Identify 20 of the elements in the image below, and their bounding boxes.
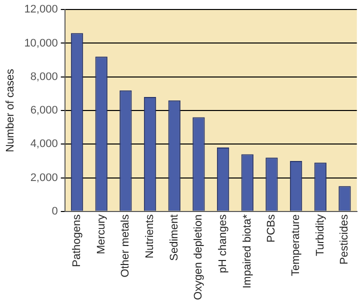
- x-tick-label: Other metals: [120, 214, 132, 278]
- x-tick-label: Pesticides: [338, 214, 351, 265]
- x-tick-label: Mercury: [95, 214, 108, 254]
- x-tick-label: Turbidity: [314, 214, 326, 256]
- y-axis-title: Number of cases: [4, 68, 17, 152]
- x-tick-label: Nutrients: [144, 214, 156, 258]
- y-tick-label: 6,000: [30, 104, 58, 117]
- x-tick-label: PCBs: [266, 214, 278, 243]
- x-tick-label: Pathogens: [71, 214, 84, 267]
- x-tick-label: Sediment: [168, 214, 180, 261]
- y-tick-label: 12,000: [24, 4, 58, 16]
- x-tick-label: Impaired biota*: [241, 214, 254, 288]
- x-tick-label: pH changes: [217, 214, 230, 274]
- y-tick-label: 0: [52, 205, 58, 218]
- x-tick-label: Temperature: [290, 214, 302, 276]
- y-tick-label: 8,000: [30, 70, 58, 83]
- y-tick-label: 4,000: [30, 138, 58, 150]
- x-tick-label: Oxygen depletion: [192, 214, 205, 300]
- y-tick-label: 10,000: [24, 37, 58, 50]
- y-tick-label: 2,000: [30, 172, 58, 184]
